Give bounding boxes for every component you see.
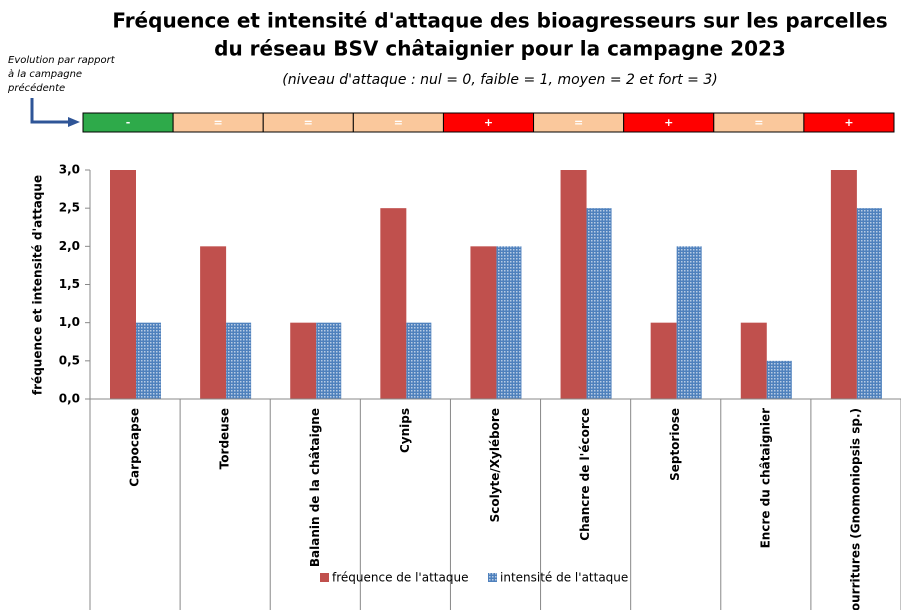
y-tick-label: 1,0 xyxy=(59,315,80,329)
arrow-head xyxy=(68,117,80,127)
bar xyxy=(586,208,612,399)
chart-title: Fréquence et intensité d'attaque des bio… xyxy=(112,9,887,33)
y-tick-label: 1,5 xyxy=(59,277,80,291)
bar xyxy=(740,322,767,399)
bar xyxy=(496,246,522,399)
bar xyxy=(766,360,792,399)
x-tick-label: Carpocapse xyxy=(128,408,142,487)
arrow xyxy=(30,98,70,124)
evolution-label: = xyxy=(304,116,313,129)
y-tick-label: 2,5 xyxy=(59,201,80,215)
annotation: à la campagne xyxy=(8,68,82,80)
x-tick-label: Pourritures (Gnomoniopsis sp.) xyxy=(848,408,862,610)
y-axis-label: fréquence et intensité d'attaque xyxy=(31,175,45,395)
x-tick-label: Balanin de la châtaigne xyxy=(308,408,322,567)
legend-swatch xyxy=(488,573,497,582)
legend-label: intensité de l'attaque xyxy=(500,571,628,585)
bar xyxy=(290,322,317,399)
x-tick-label: Tordeuse xyxy=(218,408,232,469)
bar xyxy=(200,246,227,399)
evolution-label: + xyxy=(844,116,853,129)
evolution-label: = xyxy=(214,116,223,129)
legend-label: fréquence de l'attaque xyxy=(332,571,468,585)
bar xyxy=(226,322,252,399)
bar xyxy=(406,322,432,399)
bar xyxy=(830,170,857,399)
bar xyxy=(856,208,882,399)
y-tick-label: 0,5 xyxy=(59,353,80,367)
evolution-label: = xyxy=(574,116,583,129)
chart-title: du réseau BSV châtaignier pour la campag… xyxy=(214,37,786,61)
x-tick-label: Scolyte/Xylébore xyxy=(488,408,502,522)
evolution-label: + xyxy=(484,116,493,129)
bar xyxy=(560,170,587,399)
bar xyxy=(650,322,677,399)
y-tick-label: 0,0 xyxy=(59,392,80,406)
legend-swatch xyxy=(320,573,329,582)
x-tick-label: Chancre de l'écorce xyxy=(578,408,592,541)
y-tick-label: 2,0 xyxy=(59,239,80,253)
annotation: Evolution par rapport xyxy=(8,55,116,66)
evolution-label: = xyxy=(394,116,403,129)
bar xyxy=(110,170,136,399)
bar xyxy=(136,322,161,399)
x-tick-label: Encre du châtaignier xyxy=(758,408,772,548)
evolution-box xyxy=(803,112,895,133)
x-tick-label: Septoriose xyxy=(668,408,682,481)
x-tick-label: Cynips xyxy=(398,408,412,453)
annotation: précédente xyxy=(7,82,65,94)
chart-subtitle: (niveau d'attaque : nul = 0, faible = 1,… xyxy=(282,72,717,88)
evolution-label: = xyxy=(754,116,763,129)
y-tick-label: 3,0 xyxy=(59,163,80,177)
bar xyxy=(316,322,342,399)
evolution-label: - xyxy=(126,116,131,129)
bar xyxy=(676,246,702,399)
evolution-label: + xyxy=(664,116,673,129)
bar xyxy=(380,208,407,399)
bar xyxy=(470,246,497,399)
